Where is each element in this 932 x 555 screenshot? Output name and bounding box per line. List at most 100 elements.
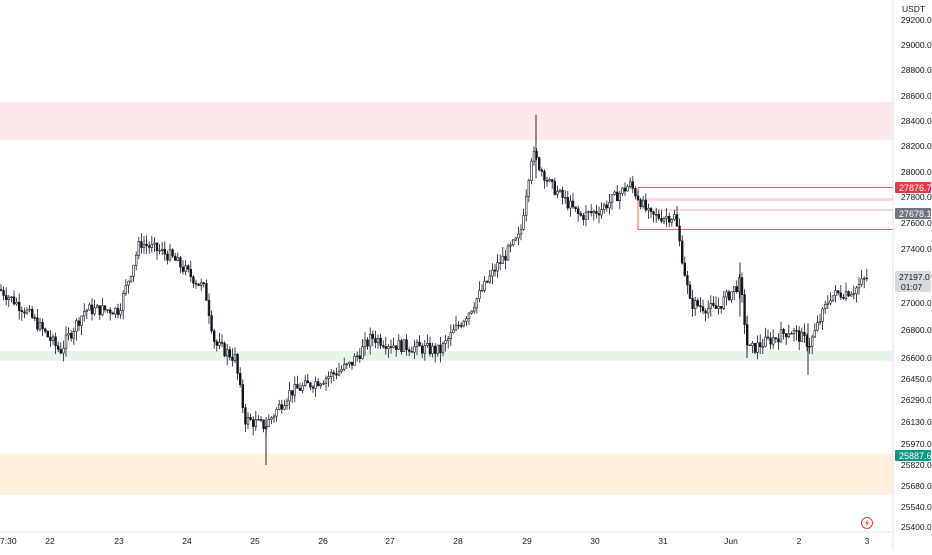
candle	[400, 338, 403, 355]
time-axis-label: 27	[385, 536, 395, 546]
candle	[467, 312, 471, 326]
time-axis-label: 31	[658, 536, 668, 546]
candle	[142, 236, 146, 254]
candle	[64, 326, 68, 357]
lightning-bolt-icon[interactable]	[861, 517, 873, 529]
candle	[103, 305, 107, 313]
candle	[270, 416, 273, 425]
candle	[472, 302, 476, 315]
time-axis[interactable]: 7:30 22 23 24 25 26 27 28 29 30 31 Jun 2 3	[0, 536, 870, 546]
candle	[376, 334, 380, 349]
candle	[114, 307, 117, 318]
candle	[254, 410, 257, 431]
time-axis-label: Jun	[724, 536, 738, 546]
price-axis-label: 27800.0	[901, 192, 932, 202]
candle	[514, 236, 518, 241]
candle	[158, 244, 161, 255]
candle	[231, 348, 234, 367]
candle	[532, 146, 536, 166]
candle	[67, 327, 70, 341]
candle	[358, 348, 361, 363]
candle	[761, 338, 765, 354]
candle	[756, 335, 759, 360]
candle	[553, 177, 557, 196]
candle	[545, 176, 549, 187]
candle	[862, 276, 866, 289]
candle	[480, 284, 484, 292]
candle	[342, 357, 346, 372]
candle	[730, 291, 733, 304]
price-axis-label: 25820.0	[901, 460, 932, 470]
candle	[109, 307, 112, 321]
candle	[413, 339, 416, 359]
candle	[558, 188, 562, 193]
candle	[579, 211, 583, 217]
price-axis-label: 28400.0	[901, 116, 932, 126]
candle	[428, 336, 432, 357]
price-tag-current: 27197.0 01:07	[895, 271, 931, 292]
price-axis-label: 26130.0	[901, 417, 932, 427]
candle	[15, 297, 18, 306]
candle	[446, 335, 450, 349]
price-axis[interactable]: USDT 29200.0 29000.0 28800.0 28600.0 28400.0…	[901, 4, 932, 532]
candle	[540, 167, 544, 177]
candle	[530, 158, 533, 185]
candle	[252, 416, 255, 436]
price-axis-label: 25970.0	[901, 439, 932, 449]
price-axis-label: 26450.0	[901, 374, 932, 384]
candle	[241, 379, 244, 414]
candle	[210, 310, 213, 334]
candle	[431, 342, 434, 358]
price-axis-label: 25540.0	[901, 502, 932, 512]
candle	[797, 326, 801, 351]
candle	[387, 344, 390, 358]
candle	[384, 336, 387, 355]
candle	[23, 307, 26, 319]
candle	[433, 343, 437, 363]
candle	[527, 178, 531, 203]
candle	[233, 347, 237, 364]
candle	[298, 382, 302, 391]
candle	[543, 169, 546, 189]
zone-supply	[0, 102, 893, 140]
candle	[764, 327, 767, 348]
candle	[844, 282, 848, 302]
candle	[855, 286, 858, 303]
candle	[239, 367, 242, 388]
zone-demand	[0, 453, 893, 495]
candle	[470, 310, 473, 315]
price-tag-grey-label: 27678.1	[899, 209, 932, 219]
candle	[410, 346, 413, 353]
candle	[194, 279, 198, 289]
candle	[62, 340, 65, 362]
candle	[457, 321, 460, 330]
candle	[374, 330, 377, 349]
candle	[449, 324, 452, 347]
candle	[800, 327, 804, 342]
candle	[59, 342, 63, 355]
candle	[595, 204, 598, 219]
candle	[693, 296, 697, 316]
candle	[306, 374, 309, 384]
candle	[262, 419, 265, 433]
candle	[366, 337, 369, 350]
candle	[662, 216, 666, 225]
candle	[657, 209, 661, 221]
candle	[509, 242, 512, 253]
time-axis-label: 28	[453, 536, 463, 546]
candle	[556, 185, 559, 199]
candle	[735, 280, 739, 294]
candle	[852, 285, 856, 300]
candle	[311, 384, 315, 393]
candle	[753, 342, 757, 355]
candle	[740, 272, 744, 303]
candle	[769, 332, 772, 350]
candle	[454, 315, 458, 331]
candle	[597, 206, 601, 224]
candle	[244, 403, 247, 432]
candle	[402, 339, 406, 353]
candle	[608, 193, 611, 215]
candle	[389, 339, 393, 354]
